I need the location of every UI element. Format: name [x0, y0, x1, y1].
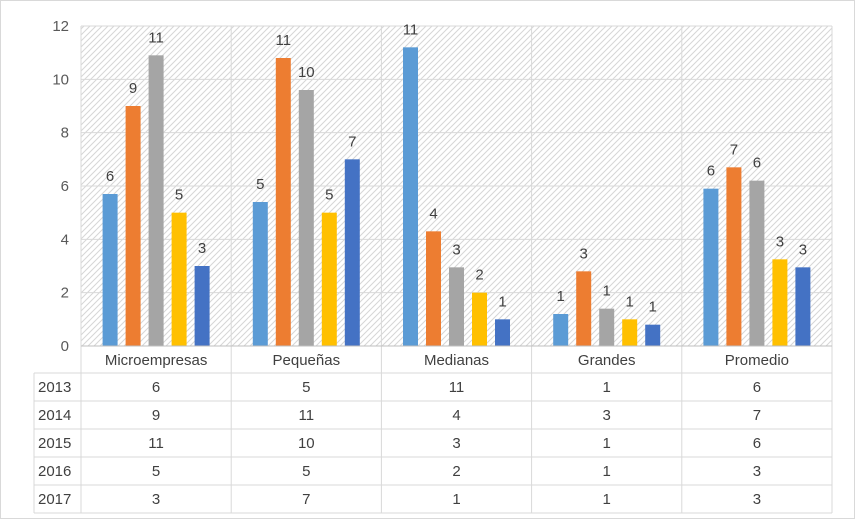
data-label: 3 — [799, 241, 807, 258]
data-label: 6 — [753, 155, 761, 172]
data-label: 3 — [452, 241, 460, 258]
data-label: 6 — [106, 168, 114, 185]
table-cell: 6 — [152, 379, 160, 396]
table-cell: 3 — [452, 435, 460, 452]
table-cell: 3 — [753, 463, 761, 480]
data-label: 2 — [475, 267, 483, 284]
data-label: 11 — [148, 29, 164, 46]
data-label: 3 — [198, 240, 206, 257]
bar-2013-4 — [703, 188, 719, 346]
table-cell: 5 — [152, 463, 160, 480]
bar-2014-2 — [426, 231, 441, 346]
table-cell: 1 — [603, 491, 611, 508]
table-series-name: 2017 — [38, 491, 71, 508]
bar-2013-3 — [553, 314, 569, 346]
bar-2015-2 — [449, 267, 464, 346]
table-cell: 5 — [302, 379, 310, 396]
bar-2016-4 — [772, 259, 788, 346]
y-tick-label: 0 — [61, 338, 69, 355]
y-tick-label: 8 — [61, 125, 69, 142]
data-label: 3 — [776, 233, 784, 250]
category-label: Pequeñas — [273, 352, 341, 369]
bar-2017-0 — [194, 266, 210, 346]
table-series-name: 2016 — [38, 463, 71, 480]
data-label: 4 — [429, 205, 437, 222]
bar-2015-1 — [298, 90, 314, 346]
table-cell: 6 — [753, 379, 761, 396]
table-cell: 9 — [152, 407, 160, 424]
table-cell: 4 — [452, 407, 460, 424]
data-label: 1 — [557, 288, 565, 305]
table-cell: 6 — [753, 435, 761, 452]
bar-2013-1 — [252, 202, 268, 346]
data-label: 5 — [256, 176, 264, 193]
data-label: 10 — [298, 64, 315, 81]
data-label: 11 — [276, 32, 292, 49]
table-series-name: 2013 — [38, 379, 71, 396]
bar-2017-3 — [645, 324, 661, 346]
table-cell: 5 — [302, 463, 310, 480]
data-label: 1 — [498, 293, 506, 310]
bar-2016-0 — [171, 212, 187, 346]
table-cell: 11 — [299, 407, 315, 424]
category-label: Microempresas — [105, 352, 208, 369]
table-cell: 7 — [302, 491, 310, 508]
bar-2016-1 — [321, 212, 337, 346]
bar-2017-4 — [795, 267, 811, 346]
data-label: 1 — [603, 283, 611, 300]
data-label: 3 — [580, 245, 588, 262]
table-series-name: 2015 — [38, 435, 71, 452]
bar-2016-3 — [622, 319, 638, 346]
bar-2016-2 — [472, 292, 487, 346]
data-label: 9 — [129, 80, 137, 97]
y-tick-label: 4 — [61, 231, 69, 248]
bar-2014-4 — [726, 167, 742, 346]
data-label: 1 — [626, 293, 634, 310]
table-cell: 1 — [452, 491, 460, 508]
table-cell: 11 — [148, 435, 164, 452]
table-cell: 3 — [152, 491, 160, 508]
data-label: 7 — [348, 133, 356, 150]
table-cell: 7 — [753, 407, 761, 424]
data-label: 5 — [325, 187, 333, 204]
y-tick-label: 10 — [52, 71, 69, 88]
table-cell: 1 — [603, 379, 611, 396]
category-label: Promedio — [725, 352, 789, 369]
y-tick-label: 12 — [52, 18, 69, 35]
data-label: 7 — [730, 141, 738, 158]
bar-2014-0 — [125, 106, 141, 346]
table-cell: 2 — [452, 463, 460, 480]
y-tick-label: 6 — [61, 178, 69, 195]
table-cell: 10 — [298, 435, 315, 452]
bar-2015-0 — [148, 55, 164, 346]
table-cell: 11 — [449, 379, 465, 396]
bar-2015-4 — [749, 180, 765, 346]
bar-2014-3 — [576, 271, 592, 346]
data-label: 5 — [175, 187, 183, 204]
table-cell: 1 — [603, 463, 611, 480]
bar-2017-1 — [344, 159, 360, 346]
bar-2013-2 — [403, 47, 418, 346]
bar-2015-3 — [599, 308, 615, 346]
data-label: 6 — [707, 163, 715, 180]
table-cell: 3 — [603, 407, 611, 424]
bar-2013-0 — [102, 194, 118, 346]
y-tick-label: 2 — [61, 285, 69, 302]
bar-2017-2 — [495, 319, 510, 346]
table-cell: 3 — [753, 491, 761, 508]
category-label: Grandes — [578, 352, 636, 369]
table-cell: 1 — [603, 435, 611, 452]
data-label: 11 — [403, 21, 419, 38]
table-series-name: 2014 — [38, 407, 71, 424]
bar-2014-1 — [275, 58, 291, 346]
data-label: 1 — [649, 299, 657, 316]
category-label: Medianas — [424, 352, 489, 369]
